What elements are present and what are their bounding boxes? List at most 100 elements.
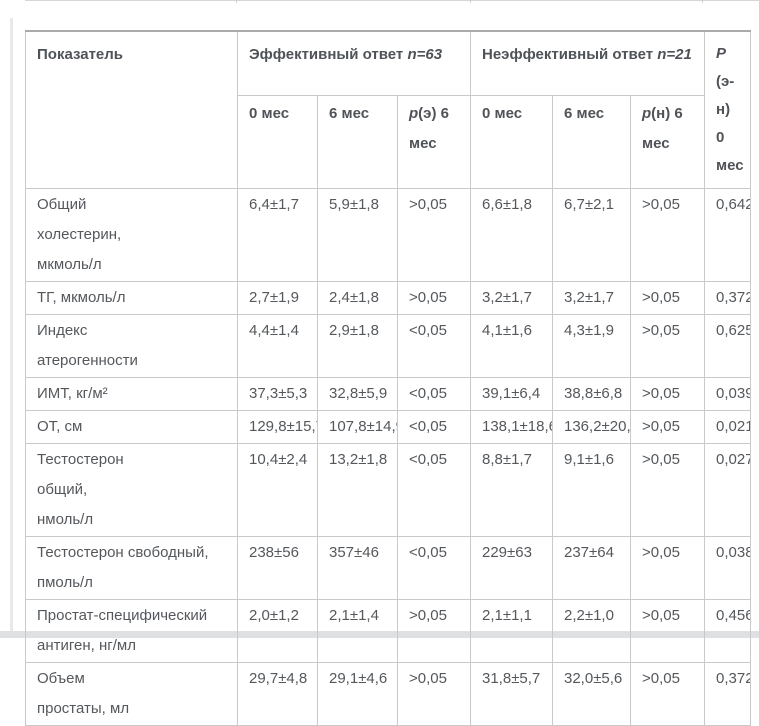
value-cell: 3,2±1,7 [470, 281, 553, 315]
p-symbol: p [409, 105, 419, 123]
subheader-effective-p: p(э) 6 мес [397, 95, 471, 189]
p-value-cell: >0,05 [397, 662, 471, 726]
value-cell: 32,0±5,6 [552, 662, 631, 726]
p-value-cell: <0,05 [397, 536, 471, 600]
p-value-cell: >0,05 [629, 188, 706, 282]
indicator-cell: ТГ, мкмоль/л [25, 281, 238, 315]
value-cell: 29,7±4,8 [237, 662, 318, 726]
column-header-indicator: Показатель [25, 30, 238, 189]
group-effective-n: n=63 [407, 46, 443, 63]
value-cell: 4,3±1,9 [552, 314, 631, 378]
value-cell: 9,1±1,6 [552, 443, 631, 537]
p-label-rest: (э) 6 мес [409, 105, 449, 153]
header-group-row: Показатель Эффективный ответ n=63 Неэффе… [25, 30, 752, 189]
value-cell: 32,8±5,9 [317, 377, 398, 411]
cropped-column-border-stub [702, 0, 703, 3]
value-cell: 2,2±1,0 [552, 599, 631, 663]
value-cell: 4,4±1,4 [237, 314, 318, 378]
value-cell: 6,4±1,7 [237, 188, 318, 282]
p-value-cell: 0,625 [704, 314, 752, 378]
value-cell: 13,2±1,8 [317, 443, 398, 537]
p-symbol: p [642, 105, 652, 123]
group-effective-label: Эффективный ответ [249, 46, 408, 63]
value-cell: 3,2±1,7 [552, 281, 631, 315]
p-value-cell: 0,456 [704, 599, 752, 663]
column-group-ineffective: Неэффективный ответ n=21 [469, 30, 706, 97]
value-cell: 138,1±18,6 [470, 410, 553, 444]
cropped-column-border-stub [470, 0, 471, 3]
p-value-cell: >0,05 [397, 599, 471, 663]
table-row-psa: Простат-специфический антиген, нг/мл 2,0… [25, 599, 752, 663]
indicator-cell: Простат-специфический антиген, нг/мл [25, 599, 238, 663]
p-value-cell: 0,021 [704, 410, 752, 444]
p-value-cell: 0,372 [704, 281, 752, 315]
table-row-tg: ТГ, мкмоль/л 2,7±1,9 2,4±1,8 >0,05 3,2±1… [25, 281, 752, 315]
cropped-table-top-edge [25, 0, 759, 1]
value-cell: 6,6±1,8 [470, 188, 553, 282]
p-value-cell: >0,05 [629, 443, 706, 537]
table-row-bmi: ИМТ, кг/м² 37,3±5,3 32,8±5,9 <0,05 39,1±… [25, 377, 752, 411]
study-results-table: Показатель Эффективный ответ n=63 Неэффе… [25, 30, 752, 726]
p-value-cell: >0,05 [629, 281, 706, 315]
indicator-header-label: Показатель [37, 46, 124, 63]
p-value-cell: >0,05 [397, 188, 471, 282]
indicator-cell: ИМТ, кг/м² [25, 377, 238, 411]
table-body: Общий холестерин, мкмоль/л 6,4±1,7 5,9±1… [25, 188, 752, 726]
value-cell: 136,2±20,9 [552, 410, 631, 444]
p-col-timepoint: 0 мес [716, 129, 744, 174]
p-value-cell: 0,372 [704, 662, 752, 726]
value-cell: 2,9±1,8 [317, 314, 398, 378]
value-cell: 10,4±2,4 [237, 443, 318, 537]
value-cell: 2,7±1,9 [237, 281, 318, 315]
p-col-groups: (э-н) [716, 73, 735, 118]
subheader-effective-6mo: 6 мес [317, 95, 398, 189]
p-col-symbol: P [716, 45, 727, 62]
value-cell: 237±64 [552, 536, 631, 600]
indicator-cell: Индекс атерогенности [25, 314, 238, 378]
p-value-cell: >0,05 [629, 536, 706, 600]
value-cell: 357±46 [317, 536, 398, 600]
subheader-ineffective-0mo: 0 мес [470, 95, 553, 189]
value-cell: 31,8±5,7 [470, 662, 553, 726]
p-value-cell: 0,039 [704, 377, 752, 411]
table-row-prostate-volume: Объем простаты, мл 29,7±4,8 29,1±4,6 >0,… [25, 662, 752, 726]
value-cell: 4,1±1,6 [470, 314, 553, 378]
value-cell: 129,8±15,7 [237, 410, 318, 444]
value-cell: 229±63 [470, 536, 553, 600]
cropped-column-border-stub [236, 0, 237, 3]
value-cell: 107,8±14,9 [317, 410, 398, 444]
p-value-cell: >0,05 [629, 662, 706, 726]
value-cell: 38,8±6,8 [552, 377, 631, 411]
value-cell: 37,3±5,3 [237, 377, 318, 411]
p-value-cell: <0,05 [397, 314, 471, 378]
value-cell: 2,1±1,1 [470, 599, 553, 663]
group-ineffective-n: n=21 [657, 46, 692, 63]
value-cell: 238±56 [237, 536, 318, 600]
p-value-cell: >0,05 [629, 377, 706, 411]
group-ineffective-label: Неэффективный ответ [482, 46, 658, 63]
p-value-cell: <0,05 [397, 443, 471, 537]
column-group-effective: Эффективный ответ n=63 [237, 30, 471, 97]
value-cell: 2,1±1,4 [317, 599, 398, 663]
p-value-cell: 0,642 [704, 188, 752, 282]
p-value-cell: >0,05 [397, 281, 471, 315]
indicator-cell: ОТ, см [25, 410, 238, 444]
p-value-cell: >0,05 [629, 410, 706, 444]
value-cell: 2,4±1,8 [317, 281, 398, 315]
column-header-p-value: P (э-н) 0 мес [704, 30, 752, 189]
table-row-total-cholesterol: Общий холестерин, мкмоль/л 6,4±1,7 5,9±1… [25, 188, 752, 282]
value-cell: 5,9±1,8 [317, 188, 398, 282]
subheader-ineffective-6mo: 6 мес [552, 95, 631, 189]
value-cell: 6,7±2,1 [552, 188, 631, 282]
value-cell: 39,1±6,4 [470, 377, 553, 411]
indicator-cell: Объем простаты, мл [25, 662, 238, 726]
p-value-cell: >0,05 [629, 314, 706, 378]
table-row-atherogenic-index: Индекс атерогенности 4,4±1,4 2,9±1,8 <0,… [25, 314, 752, 378]
p-label-rest: (н) 6 мес [642, 105, 683, 153]
value-cell: 29,1±4,6 [317, 662, 398, 726]
p-value-cell: 0,027 [704, 443, 752, 537]
table-row-total-testosterone: Тестостерон общий, нмоль/л 10,4±2,4 13,2… [25, 443, 752, 537]
subheader-ineffective-p: p(н) 6 мес [629, 95, 706, 189]
p-value-cell: 0,038 [704, 536, 752, 600]
